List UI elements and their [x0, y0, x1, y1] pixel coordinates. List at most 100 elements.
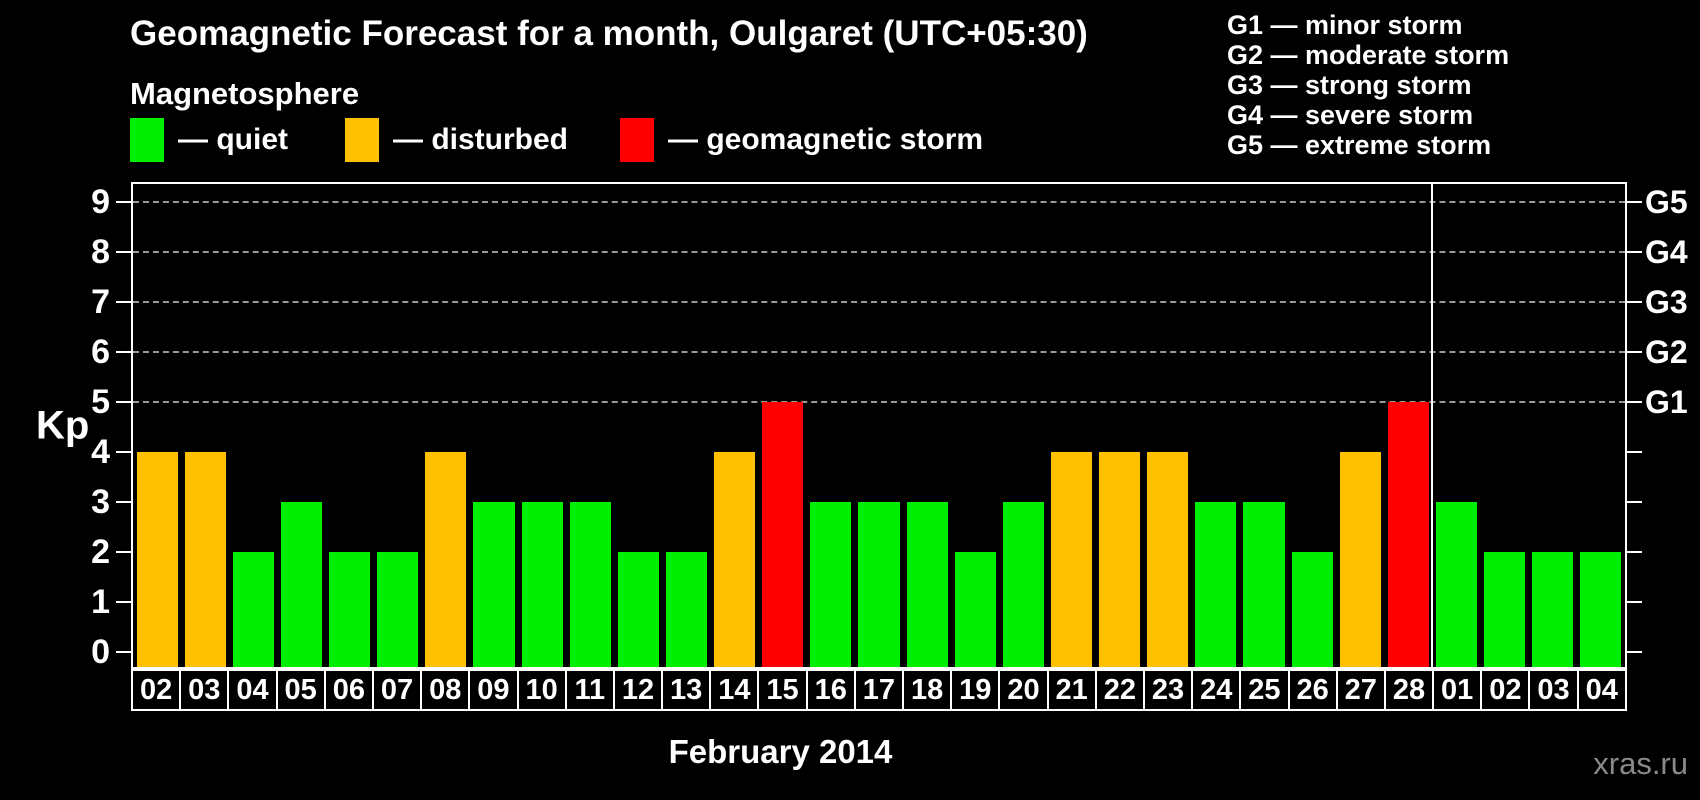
left-tick-1 — [116, 601, 131, 603]
kp-bar — [954, 552, 996, 667]
bar-slot-day-08 — [422, 184, 470, 667]
right-tick-6 — [1627, 351, 1642, 353]
kp-bar — [762, 402, 804, 667]
bar-slot-day-02 — [133, 184, 181, 667]
day-label-16: 16 — [805, 669, 856, 711]
kp-bar — [1532, 552, 1574, 667]
bar-slot-day-24 — [1192, 184, 1240, 667]
g-legend-line: G1 — minor storm — [1227, 10, 1463, 40]
kp-bar — [1484, 552, 1526, 667]
legend-item-label: — disturbed — [393, 123, 569, 156]
day-label-11: 11 — [564, 669, 615, 711]
day-labels-row: 02 03 04 05 06 07 08 09 10 11 12 13 14 15 16 17 18 19 20 21… — [131, 669, 1627, 711]
right-axis-label-g4: G4 — [1645, 234, 1688, 270]
day-label-24: 24 — [1191, 669, 1242, 711]
kp-bar — [569, 502, 611, 667]
bar-slot-day-04 — [1577, 184, 1625, 667]
bar-slot-day-20 — [999, 184, 1047, 667]
kp-bar — [1291, 552, 1333, 667]
bar-slot-day-28 — [1384, 184, 1432, 667]
day-label-18: 18 — [902, 669, 953, 711]
day-label-09: 09 — [468, 669, 519, 711]
legend-item-label: — quiet — [178, 123, 288, 156]
g-scale-legend: G1 — minor storm G2 — moderate storm G3 — … — [1227, 10, 1509, 160]
kp-bar — [1243, 502, 1285, 667]
day-label-10: 10 — [516, 669, 567, 711]
bar-slot-day-01 — [1432, 184, 1480, 667]
magnetosphere-legend: — quiet — disturbed — geomagnetic storm — [130, 118, 1130, 166]
left-tick-9 — [116, 201, 131, 203]
gridline-kp5 — [133, 401, 1625, 403]
kp-bar — [714, 452, 756, 667]
bar-slot-day-26 — [1288, 184, 1336, 667]
y-tick-label-8: 8 — [91, 233, 110, 271]
month-separator — [1431, 184, 1434, 667]
magnetosphere-legend-heading: Magnetosphere — [130, 76, 360, 111]
bars-layer — [133, 184, 1625, 667]
day-label-20: 20 — [998, 669, 1049, 711]
kp-bar — [617, 552, 659, 667]
bar-slot-day-04 — [229, 184, 277, 667]
day-label-12: 12 — [612, 669, 664, 711]
y-axis-title: Kp — [36, 403, 90, 448]
y-tick-label-6: 6 — [91, 333, 110, 371]
y-tick-label-4: 4 — [91, 433, 110, 471]
day-label-08: 08 — [420, 669, 471, 711]
legend-item-disturbed: — disturbed — [345, 118, 568, 162]
bar-slot-day-15 — [759, 184, 807, 667]
day-label-06: 06 — [323, 669, 374, 711]
kp-bar — [184, 452, 226, 667]
day-label-14: 14 — [709, 669, 760, 711]
watermark: xras.ru — [1593, 746, 1688, 781]
kp-bar — [810, 502, 852, 667]
right-axis-label-g1: G1 — [1645, 384, 1688, 420]
left-tick-7 — [116, 301, 131, 303]
x-axis-title: February 2014 — [668, 733, 893, 770]
kp-bar — [1339, 452, 1381, 667]
left-tick-6 — [116, 351, 131, 353]
g-legend-line: G3 — strong storm — [1227, 70, 1472, 100]
kp-bar — [1002, 502, 1044, 667]
day-label-01: 01 — [1432, 669, 1483, 711]
day-label-03: 03 — [1528, 669, 1579, 711]
plot-area — [131, 182, 1627, 669]
left-tick-8 — [116, 251, 131, 253]
storm-swatch — [620, 118, 654, 162]
kp-bar — [1195, 502, 1237, 667]
day-label-26: 26 — [1287, 669, 1338, 711]
chart-title: Geomagnetic Forecast for a month, Oulgar… — [130, 14, 1088, 53]
day-label-04: 04 — [227, 669, 278, 711]
bar-slot-day-17 — [855, 184, 903, 667]
y-tick-label-0: 0 — [91, 633, 110, 671]
right-tick-1 — [1627, 601, 1642, 603]
left-tick-3 — [116, 501, 131, 503]
bar-slot-day-16 — [807, 184, 855, 667]
right-axis-label-g5: G5 — [1645, 184, 1688, 220]
kp-bar — [136, 452, 178, 667]
kp-bar — [906, 502, 948, 667]
disturbed-swatch — [345, 118, 379, 162]
bar-slot-day-19 — [951, 184, 999, 667]
kp-bar — [858, 502, 900, 667]
kp-bar — [473, 502, 515, 667]
g-legend-line: G5 — extreme storm — [1227, 130, 1492, 160]
y-tick-label-9: 9 — [91, 183, 110, 221]
kp-bar — [425, 452, 467, 667]
day-label-19: 19 — [950, 669, 1001, 711]
kp-bar — [1580, 552, 1622, 667]
gridline-kp6 — [133, 351, 1625, 353]
day-label-13: 13 — [661, 669, 712, 711]
legend-item-quiet: — quiet — [130, 118, 288, 162]
right-tick-5 — [1627, 401, 1642, 403]
bar-slot-day-03 — [1529, 184, 1577, 667]
right-tick-2 — [1627, 551, 1642, 553]
kp-bar — [1387, 402, 1429, 667]
day-label-21: 21 — [1046, 669, 1097, 711]
bar-slot-day-13 — [662, 184, 710, 667]
gridline-kp9 — [133, 201, 1625, 203]
bar-slot-day-09 — [470, 184, 518, 667]
day-label-03: 03 — [179, 669, 230, 711]
left-tick-2 — [116, 551, 131, 553]
day-label-28: 28 — [1383, 669, 1435, 711]
